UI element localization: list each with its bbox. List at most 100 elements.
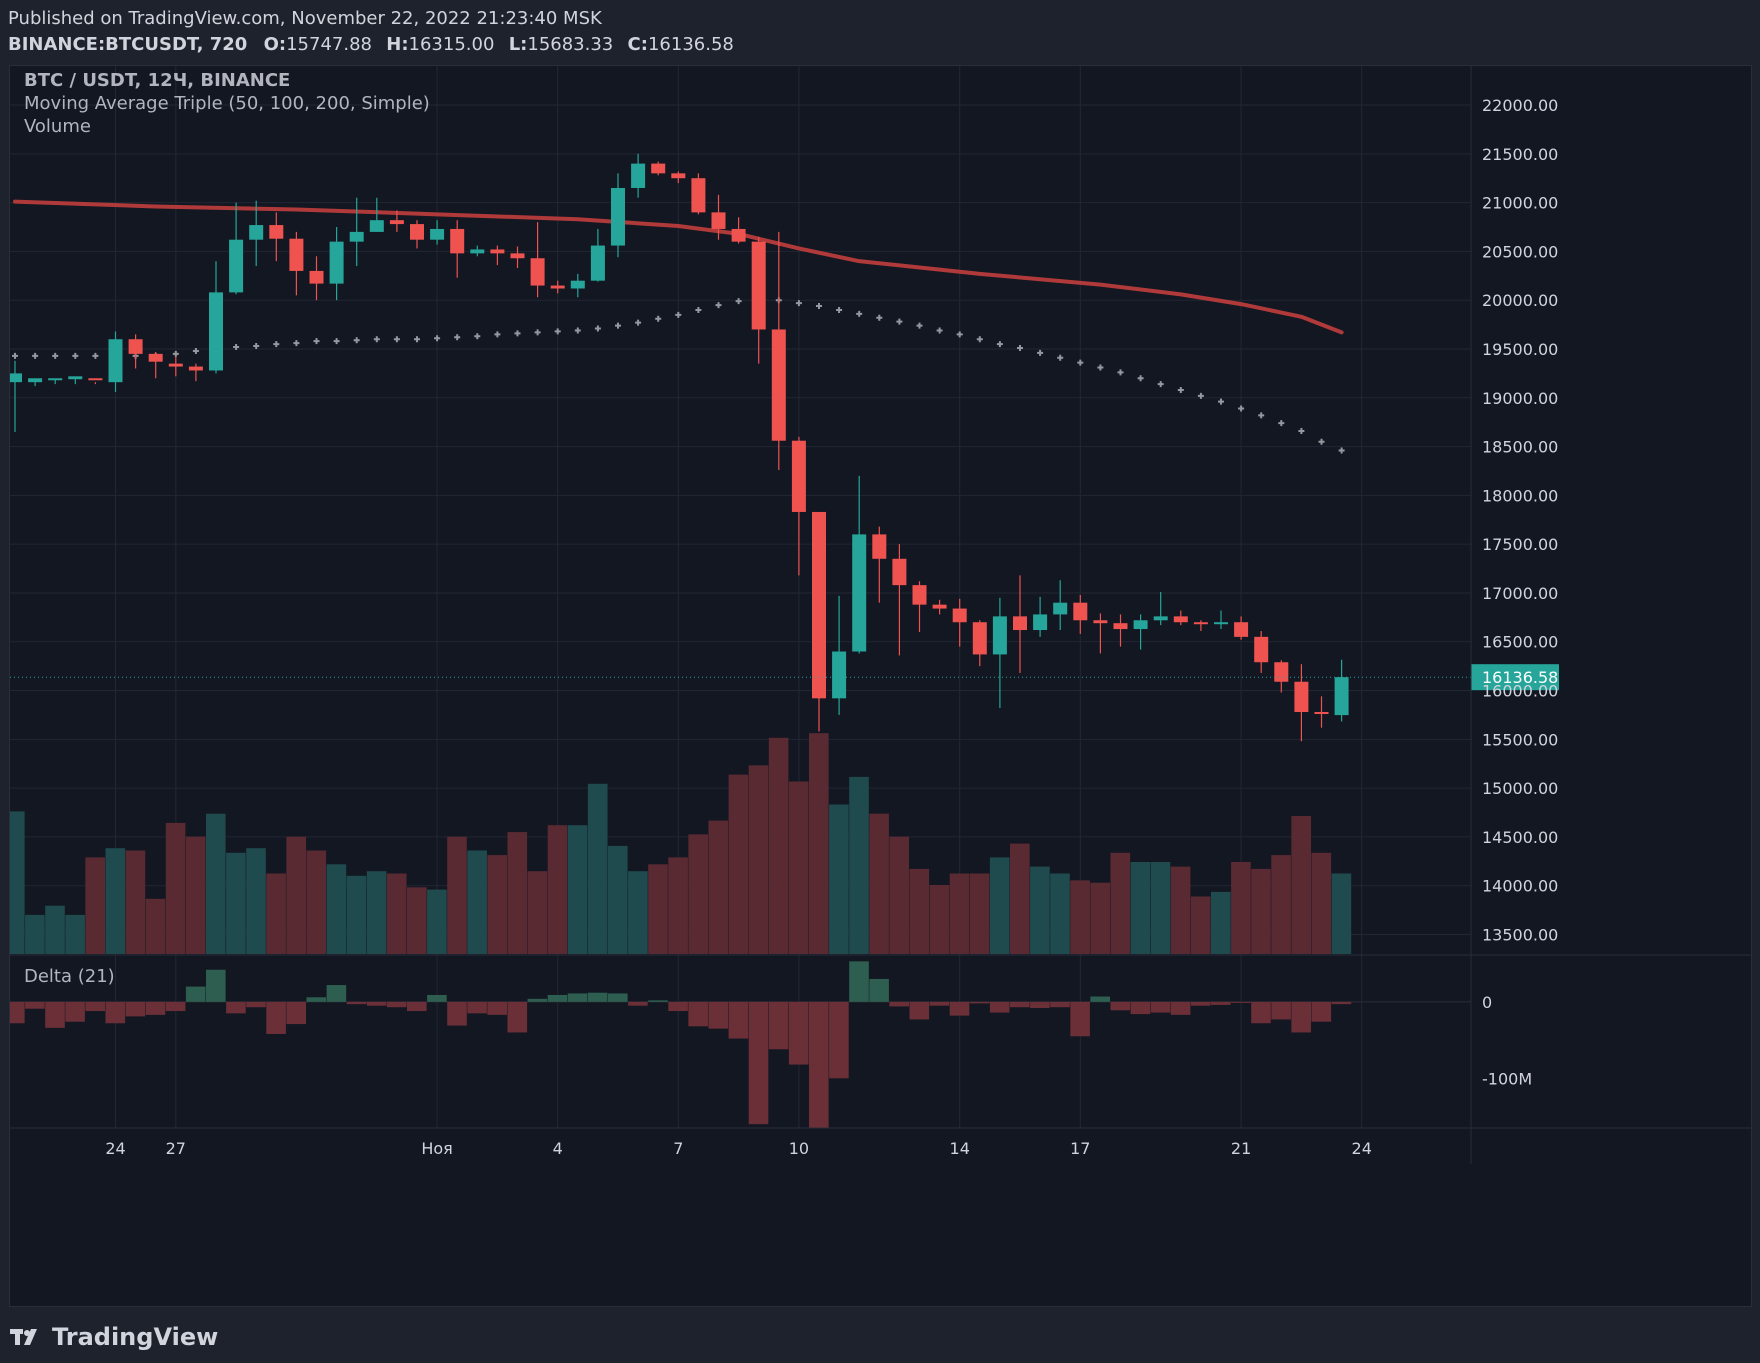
candle (590, 228, 605, 282)
candle-body (410, 224, 424, 240)
delta-bar (326, 985, 347, 1002)
ma100-point (192, 347, 199, 354)
legend-volume[interactable]: Volume (24, 116, 91, 137)
volume-bar (286, 836, 306, 954)
legend-moving-average[interactable]: Moving Average Triple (50, 100, 200, Sim… (24, 93, 430, 114)
price-tick-label: 15500.00 (1482, 730, 1558, 749)
legend-delta[interactable]: Delta (21) (24, 966, 115, 987)
ma100-point (273, 341, 280, 348)
ma100-point (333, 338, 340, 345)
volume-bar (1211, 891, 1231, 954)
close-value: 16136.58 (647, 34, 734, 55)
symbol-interval: BINANCE:BTCUSDT, 720 (8, 34, 248, 55)
candle (430, 220, 445, 245)
volume-bar (266, 873, 286, 954)
candle-body (209, 292, 223, 371)
ma200-line (13, 199, 1344, 335)
candle-body (168, 363, 183, 367)
volume-bar (185, 836, 206, 954)
time-tick-label: 24 (1352, 1139, 1372, 1158)
ma100-point (1318, 438, 1325, 445)
volume-bar (768, 737, 789, 954)
ma100-point (816, 303, 822, 310)
candle-body (1294, 681, 1309, 712)
last-price-tag (1471, 664, 1559, 691)
candle (188, 363, 203, 382)
candle-body (952, 608, 967, 623)
ma100-point (373, 336, 380, 343)
delta-bar (567, 993, 588, 1002)
delta-bar (1090, 996, 1110, 1002)
delta-bar (346, 1001, 367, 1005)
volume-bar (1150, 862, 1171, 954)
candle-body (1033, 614, 1048, 631)
delta-bar (407, 1001, 427, 1012)
volume-bar (1070, 880, 1090, 954)
time-tick-label: 14 (950, 1139, 970, 1158)
ma100-point (474, 333, 481, 340)
candle (611, 173, 625, 258)
delta-bar (628, 1001, 648, 1006)
ma100-point (32, 352, 39, 359)
candle-body (309, 270, 324, 284)
price-tick-label: 15000.00 (1482, 779, 1558, 798)
volume-bar (386, 873, 407, 954)
candle-body (48, 378, 63, 381)
volume-bar (1130, 862, 1151, 954)
candle (892, 544, 907, 656)
candle (1113, 614, 1128, 647)
candle-body (932, 604, 947, 609)
candle (751, 236, 766, 364)
price-tick-label: 19500.00 (1482, 340, 1558, 359)
volume-bar (1251, 868, 1271, 954)
candle (1173, 610, 1188, 626)
candle (510, 246, 525, 268)
footer-brand: TradingView (10, 1322, 218, 1352)
ma100-point (52, 352, 59, 359)
candle (771, 231, 786, 470)
ma100-point (574, 327, 581, 334)
candle-body (1254, 636, 1269, 663)
volume-bar (447, 836, 467, 954)
chart-container[interactable]: 16136.58 22000.00 21500.00 21000.00 20500.0… (9, 65, 1752, 1307)
candle-body (289, 238, 304, 271)
ma100-point (1278, 420, 1285, 427)
ma100-point (1037, 349, 1044, 356)
candle (731, 217, 746, 244)
ma100-point (896, 318, 903, 325)
volume-bar (567, 825, 588, 954)
price-chart-svg[interactable]: 16136.58 22000.00 21500.00 21000.00 20500.0… (10, 66, 1751, 1306)
candle (952, 598, 967, 647)
delta-bar (547, 994, 568, 1002)
ma100-point (1117, 369, 1124, 376)
volume-bar (427, 889, 447, 954)
low-value: 15683.33 (527, 34, 614, 55)
volume-bar (527, 871, 548, 954)
delta-bar (1110, 1001, 1131, 1011)
delta-bar (125, 1001, 146, 1017)
candle (1013, 575, 1027, 673)
candle (711, 194, 726, 240)
ma100-point (172, 350, 179, 357)
delta-bar (185, 986, 206, 1002)
candle-body (1173, 616, 1188, 623)
ma100-point (353, 337, 360, 344)
volume-bar (628, 871, 648, 954)
delta-bar (386, 1001, 407, 1008)
price-tick-label: 14000.00 (1482, 877, 1558, 896)
candle (369, 197, 384, 232)
volume-bar (889, 836, 909, 954)
price-tick-label: 18500.00 (1482, 438, 1558, 457)
candle-body (88, 378, 103, 381)
price-tick-label: 20500.00 (1482, 242, 1558, 261)
volume-bar (949, 873, 970, 954)
delta-bar (1130, 1001, 1151, 1015)
legend-symbol[interactable]: BTC / USDT, 12Ч, BINANCE (24, 70, 291, 91)
candle (791, 436, 806, 576)
delta-bar (467, 1001, 487, 1014)
candle (651, 161, 666, 176)
candle (309, 256, 324, 301)
candle (912, 581, 927, 632)
time-tick-label: 10 (789, 1139, 809, 1158)
candle-body (892, 558, 907, 586)
